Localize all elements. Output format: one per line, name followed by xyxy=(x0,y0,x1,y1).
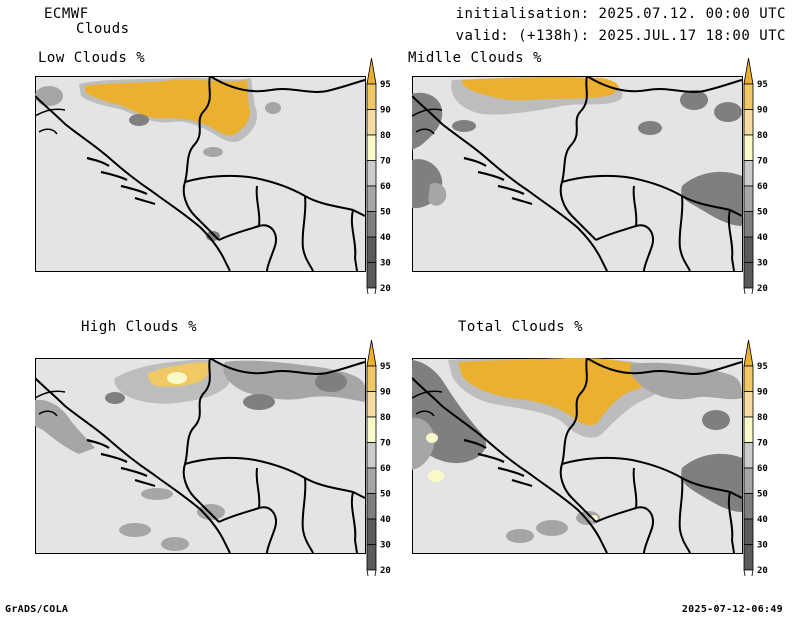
colorbar-bottom-arrow xyxy=(366,569,377,576)
colorbar-tick-label: 80 xyxy=(380,413,391,423)
colorbar-tick-label: 40 xyxy=(380,515,391,525)
map-low-clouds xyxy=(35,76,366,272)
colorbar-tick-label: 90 xyxy=(757,106,768,116)
colorbar-tick-label: 30 xyxy=(757,541,768,551)
colorbar-segment xyxy=(366,160,377,187)
colorbar-segment xyxy=(366,236,377,263)
footer-timestamp: 2025-07-12-06:49 xyxy=(681,604,783,615)
colorbar-segment xyxy=(366,544,377,571)
colorbar-segment xyxy=(366,416,377,443)
colorbar-low: 20 30 40 50 60 70 80 90 95 xyxy=(366,58,391,294)
colorbar-segment xyxy=(366,109,377,136)
colorbar-segment xyxy=(743,518,754,545)
colorbar-segment xyxy=(743,160,754,187)
colorbar-segment xyxy=(366,262,377,289)
colorbar-bottom-arrow xyxy=(366,287,377,294)
colorbar-segment xyxy=(366,391,377,418)
colorbar-top-arrow xyxy=(743,340,754,367)
colorbar-segment xyxy=(366,211,377,238)
colorbar-tick-label: 95 xyxy=(757,80,768,90)
colorbar-segment xyxy=(366,83,377,110)
colorbar-top-arrow xyxy=(743,58,754,85)
colorbar-tick-label: 50 xyxy=(380,208,391,218)
colorbar-segment xyxy=(743,544,754,571)
colorbar-tick-label: 30 xyxy=(757,259,768,269)
colorbar-tick-label: 40 xyxy=(757,233,768,243)
colorbar-tick-label: 90 xyxy=(380,388,391,398)
colorbar-tick-label: 20 xyxy=(757,566,768,576)
panel-title-mid: Midlle Clouds % xyxy=(408,50,542,66)
colorbar-top-arrow xyxy=(366,58,377,85)
colorbar-tick-label: 20 xyxy=(380,566,391,576)
cloud-field-high xyxy=(35,359,365,551)
colorbar-tick-label: 80 xyxy=(757,131,768,141)
colorbar-bottom-arrow xyxy=(743,287,754,294)
colorbar-tick-label: 90 xyxy=(380,106,391,116)
cloud-field-middle xyxy=(412,77,742,226)
colorbar-segment xyxy=(366,185,377,212)
colorbar-tick-label: 40 xyxy=(757,515,768,525)
model-name: ECMWF xyxy=(44,6,89,22)
colorbar-segment xyxy=(366,365,377,392)
colorbar-segment xyxy=(743,83,754,110)
colorbar-segment xyxy=(743,185,754,212)
colorbar-segment xyxy=(743,391,754,418)
valid-time: valid: (+138h): 2025.JUL.17 18:00 UTC xyxy=(455,28,786,44)
colorbar-tick-label: 95 xyxy=(380,362,391,372)
colorbar-tick-label: 30 xyxy=(380,259,391,269)
colorbar-segment xyxy=(743,109,754,136)
colorbar-segment xyxy=(743,236,754,263)
map-high-clouds xyxy=(35,358,366,554)
colorbar-tick-label: 50 xyxy=(757,490,768,500)
footer-software: GrADS/COLA xyxy=(5,604,69,615)
colorbar-total: 20 30 40 50 60 70 80 90 95 xyxy=(743,340,768,576)
colorbar-tick-label: 70 xyxy=(757,157,768,167)
colorbar-tick-label: 80 xyxy=(757,413,768,423)
colorbar-segment xyxy=(366,493,377,520)
colorbar-high: 20 30 40 50 60 70 80 90 95 xyxy=(366,340,391,576)
colorbar-tick-label: 70 xyxy=(380,157,391,167)
colorbar-tick-label: 20 xyxy=(757,284,768,294)
colorbar-tick-label: 90 xyxy=(757,388,768,398)
colorbar-tick-label: 70 xyxy=(380,439,391,449)
colorbar-segment xyxy=(743,365,754,392)
colorbar-tick-label: 60 xyxy=(380,182,391,192)
panel-title-high: High Clouds % xyxy=(81,319,198,335)
colorbar-middle: 20 30 40 50 60 70 80 90 95 xyxy=(743,58,768,294)
colorbar-segment xyxy=(743,493,754,520)
cloud-field-low xyxy=(35,77,281,241)
colorbar-segment xyxy=(743,416,754,443)
colorbar-tick-label: 60 xyxy=(757,182,768,192)
map-middle-clouds xyxy=(412,76,743,272)
colorbar-tick-label: 60 xyxy=(380,464,391,474)
colorbar-tick-label: 20 xyxy=(380,284,391,294)
product-name: Clouds xyxy=(76,21,130,37)
panel-title-total: Total Clouds % xyxy=(458,319,584,335)
colorbar-segment xyxy=(366,442,377,469)
colorbar-tick-label: 95 xyxy=(380,80,391,90)
map-total-clouds xyxy=(412,358,743,554)
colorbar-segment xyxy=(366,134,377,161)
colorbar-tick-label: 50 xyxy=(757,208,768,218)
colorbar-tick-label: 95 xyxy=(757,362,768,372)
colorbar-bottom-arrow xyxy=(743,569,754,576)
colorbar-tick-label: 50 xyxy=(380,490,391,500)
colorbar-segment xyxy=(743,262,754,289)
colorbar-tick-label: 70 xyxy=(757,439,768,449)
colorbar-tick-label: 80 xyxy=(380,131,391,141)
init-time: initialisation: 2025.07.12. 00:00 UTC xyxy=(455,6,786,22)
colorbar-top-arrow xyxy=(366,340,377,367)
colorbar-tick-label: 40 xyxy=(380,233,391,243)
colorbar-segment xyxy=(743,211,754,238)
colorbar-segment xyxy=(743,134,754,161)
colorbar-tick-label: 60 xyxy=(757,464,768,474)
colorbar-segment xyxy=(743,442,754,469)
colorbar-tick-label: 30 xyxy=(380,541,391,551)
panel-title-low: Low Clouds % xyxy=(38,50,146,66)
colorbar-segment xyxy=(743,467,754,494)
colorbar-segment xyxy=(366,467,377,494)
colorbar-segment xyxy=(366,518,377,545)
